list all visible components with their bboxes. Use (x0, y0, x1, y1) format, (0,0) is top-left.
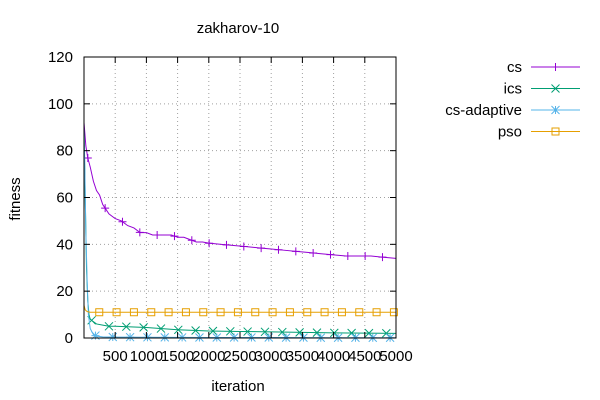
data-point-plus (551, 63, 560, 71)
data-point-cross (312, 328, 322, 337)
data-point-star (125, 332, 135, 342)
x-axis-label: iteration (211, 378, 264, 395)
data-point-plus (101, 204, 110, 213)
data-point-plus (343, 252, 352, 261)
y-tick-label: 120 (48, 49, 73, 66)
data-point-plus (222, 240, 231, 249)
data-point-square (147, 308, 156, 317)
series-cs (83, 122, 397, 262)
y-tick-label: 100 (48, 96, 73, 113)
data-point-cross (260, 327, 270, 337)
data-point-square (355, 308, 364, 317)
data-point-star (551, 105, 560, 115)
y-tick-label: 20 (56, 283, 73, 300)
data-point-plus (274, 245, 283, 254)
data-point-plus (326, 250, 335, 259)
grid (84, 57, 396, 338)
data-point-plus (135, 228, 144, 237)
data-point-square (303, 308, 312, 317)
data-point-square (372, 308, 381, 317)
data-point-plus (170, 232, 179, 241)
series-line-cs-adaptive (83, 127, 396, 339)
data-point-plus (153, 230, 162, 239)
data-point-cross (277, 327, 287, 337)
data-point-cross (191, 326, 200, 335)
legend: cs ics cs-adaptive pso (445, 59, 580, 141)
x-tick-label: 3500 (286, 348, 319, 365)
y-axis-label: fitness (7, 177, 24, 220)
data-point-plus (378, 253, 387, 262)
data-point-cross (121, 322, 131, 332)
y-tick-label: 60 (56, 190, 73, 207)
data-point-star (177, 333, 187, 342)
data-point-plus (118, 217, 127, 226)
data-point-cross (381, 328, 391, 338)
data-point-square (268, 308, 277, 317)
data-point-cross (156, 324, 166, 333)
data-point-plus (257, 244, 266, 253)
data-point-cross (208, 326, 218, 336)
data-point-square (112, 308, 121, 317)
data-point-square (129, 308, 138, 317)
data-point-square (164, 308, 173, 317)
data-point-plus (309, 248, 318, 257)
data-point-square (95, 308, 104, 317)
data-point-cross (329, 328, 339, 338)
data-point-square (389, 308, 398, 317)
data-point-star (143, 332, 152, 342)
data-point-plus (239, 242, 248, 251)
legend-label: cs-adaptive (445, 102, 522, 119)
data-point-star (195, 333, 204, 342)
chart-title: zakharov-10 (197, 20, 280, 37)
x-tick-label: 2000 (192, 348, 225, 365)
x-tick-label: 5000 (379, 348, 412, 365)
series-line-pso (83, 305, 396, 313)
data-point-star (108, 332, 118, 342)
data-point-plus (205, 239, 214, 248)
data-point-cross (173, 325, 183, 335)
data-point-plus (83, 153, 92, 162)
y-tick-label: 80 (56, 143, 73, 160)
data-point-star (91, 331, 100, 340)
data-point-cross (551, 84, 560, 93)
series-layer (83, 122, 398, 343)
legend-label: ics (504, 81, 522, 98)
data-point-cross (225, 326, 235, 336)
data-point-cross (139, 323, 148, 332)
data-point-square (551, 127, 560, 136)
legend-label: cs (507, 59, 522, 76)
data-point-cross (364, 328, 374, 338)
y-tick-label: 40 (56, 236, 73, 253)
data-point-cross (104, 321, 114, 331)
data-point-square (233, 308, 242, 317)
series-line-cs (83, 122, 397, 259)
x-tick-label: 1000 (130, 348, 163, 365)
x-tick-label: 2500 (223, 348, 256, 365)
data-point-plus (291, 247, 300, 256)
legend-label: pso (498, 124, 522, 141)
data-point-star (160, 333, 170, 342)
x-tick-label: 3000 (255, 348, 288, 365)
axes: 0 20 40 60 80 100 120 500 1000150020002500300035… (48, 49, 413, 365)
x-tick-label: 500 (103, 348, 128, 365)
data-point-square (285, 308, 294, 317)
x-tick-label: 1500 (161, 348, 194, 365)
data-point-square (181, 308, 190, 317)
data-point-square (216, 308, 225, 317)
series-line-ics (83, 127, 397, 334)
data-point-square (337, 308, 346, 317)
data-point-cross (347, 328, 356, 338)
data-point-square (320, 308, 329, 317)
data-point-square (251, 308, 260, 317)
x-tick-label: 4000 (317, 348, 350, 365)
data-point-cross (243, 327, 252, 336)
series-pso (83, 305, 398, 317)
x-tick-label: 4500 (348, 348, 381, 365)
y-tick-label: 0 (65, 330, 73, 347)
data-point-plus (187, 236, 196, 245)
data-point-plus (361, 252, 370, 261)
data-point-square (199, 308, 208, 317)
